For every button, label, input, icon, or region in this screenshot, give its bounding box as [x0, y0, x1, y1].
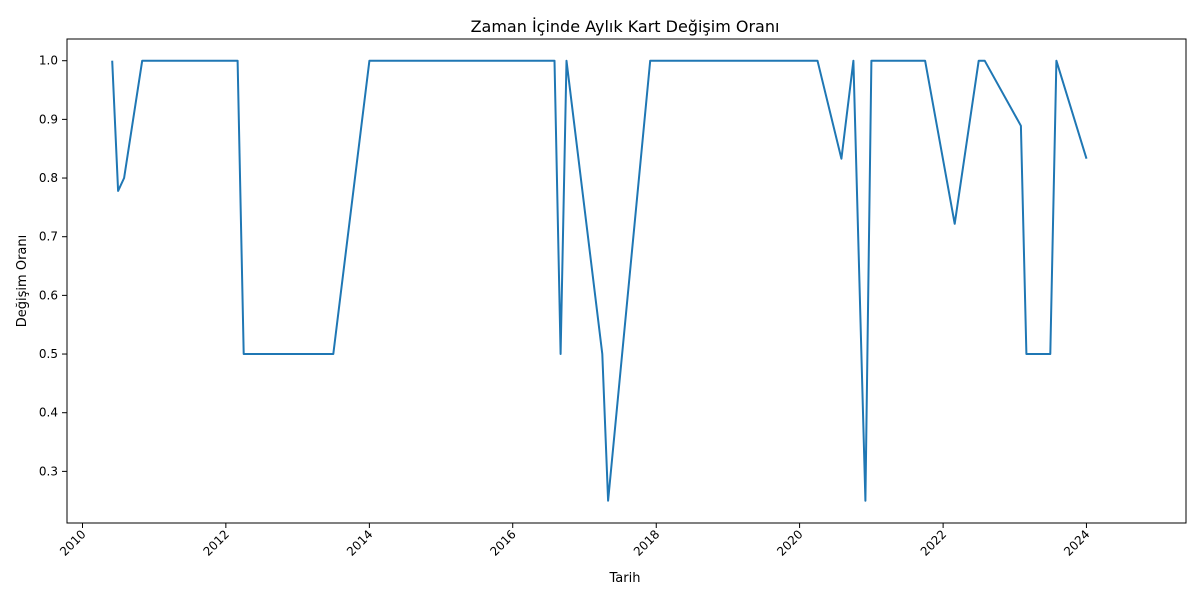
- y-axis-label: Değişim Oranı: [15, 235, 30, 327]
- x-tick-label: 2014: [344, 527, 375, 558]
- plot-frame: [66, 38, 1187, 524]
- x-tick-label: 2022: [918, 527, 949, 558]
- x-tick-label: 2020: [774, 527, 805, 558]
- y-tick-label: 0.7: [39, 230, 58, 244]
- y-tick-label: 0.9: [39, 112, 58, 126]
- x-tick-label: 2024: [1061, 527, 1092, 558]
- y-tick-label: 0.8: [39, 171, 58, 185]
- x-tick-label: 2012: [200, 527, 231, 558]
- y-tick-label: 1.0: [39, 54, 58, 68]
- y-tick-label: 0.5: [39, 347, 58, 361]
- chart-title: Zaman İçinde Aylık Kart Değişim Oranı: [471, 17, 780, 36]
- y-tick-label: 0.3: [39, 464, 58, 478]
- y-tick-label: 0.6: [39, 288, 58, 302]
- y-axis-ticks: 0.3 0.4 0.5 0.6 0.7 0.8 0.9 1.0: [39, 54, 67, 478]
- series-line: [111, 59, 1088, 502]
- x-axis-ticks: 2010 2012 2014 2016 2018 2020 2022 2024: [57, 523, 1093, 559]
- x-axis-label: Tarih: [609, 571, 641, 586]
- x-tick-label: 2016: [487, 527, 518, 558]
- x-tick-label: 2018: [631, 527, 662, 558]
- x-tick-label: 2010: [57, 527, 88, 558]
- y-tick-label: 0.4: [39, 406, 58, 420]
